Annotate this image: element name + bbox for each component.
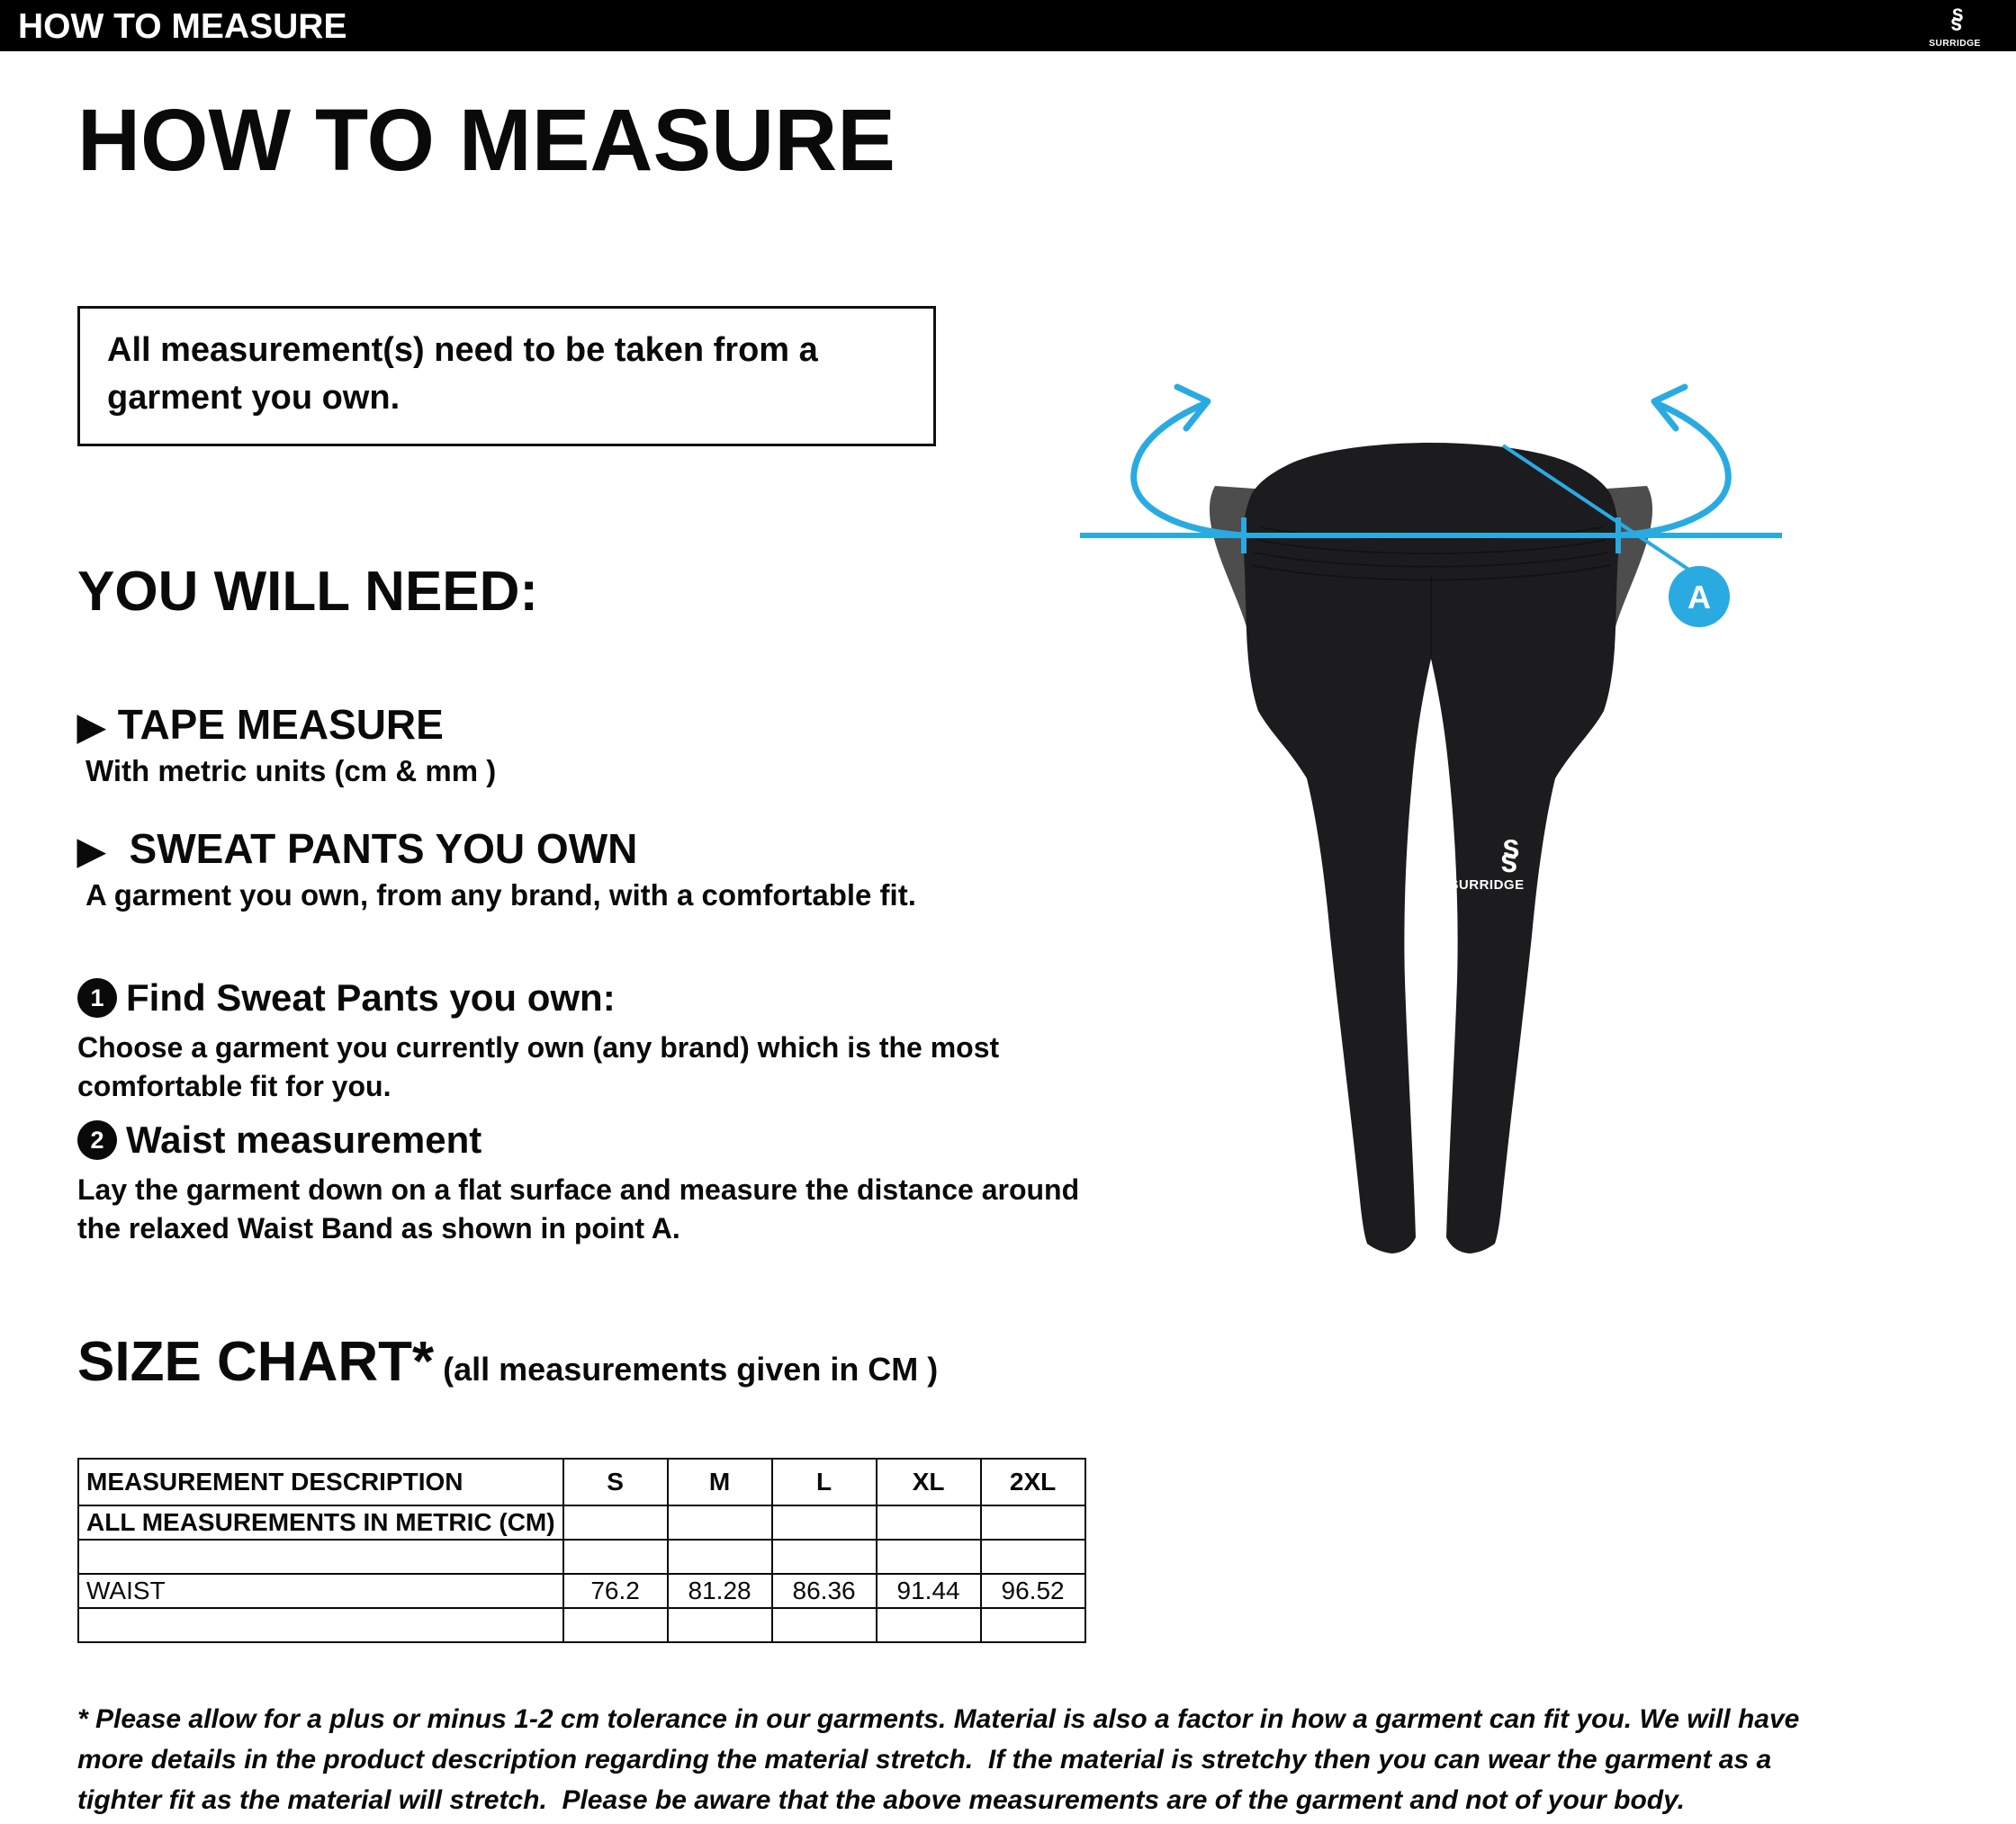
- svg-text:SURRIDGE: SURRIDGE: [1929, 39, 1981, 49]
- svg-text:A: A: [1688, 579, 1711, 615]
- svg-text:SURRIDGE: SURRIDGE: [1449, 877, 1524, 893]
